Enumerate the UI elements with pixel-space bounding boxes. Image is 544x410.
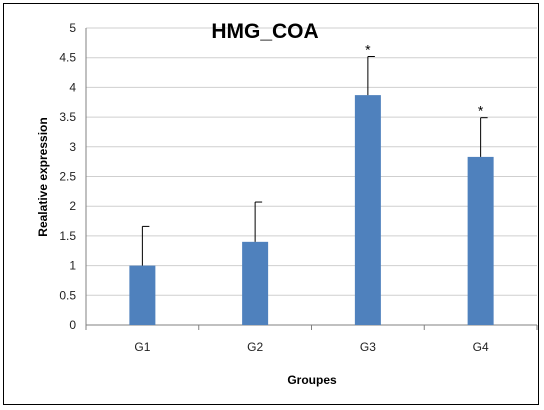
chart-frame bbox=[3, 3, 539, 405]
x-tick-labels: G1 G2 G3 G4 bbox=[134, 340, 489, 354]
y-tick-label: 3 bbox=[69, 140, 76, 154]
x-tick-label: G2 bbox=[247, 340, 263, 354]
y-tick-label: 1 bbox=[69, 259, 76, 273]
x-tick-label: G1 bbox=[134, 340, 150, 354]
y-tick-label: 3.5 bbox=[59, 110, 76, 124]
gridlines bbox=[85, 27, 538, 330]
bars bbox=[129, 95, 494, 325]
bar-g2 bbox=[242, 241, 269, 325]
bar-g4 bbox=[467, 156, 494, 325]
y-tick-labels: 0 0.5 1 1.5 2 2.5 3 3.5 4 4.5 5 bbox=[59, 21, 76, 332]
x-tick-label: G3 bbox=[360, 340, 376, 354]
y-axis-label: Realative expression bbox=[36, 117, 50, 236]
x-axis-label: Groupes bbox=[287, 373, 337, 387]
y-tick-label: 5 bbox=[69, 21, 76, 35]
y-tick-label: 2 bbox=[69, 199, 76, 213]
y-tick-label: 4 bbox=[69, 80, 76, 94]
y-tick-label: 0 bbox=[69, 318, 76, 332]
y-tick-label: 1.5 bbox=[59, 229, 76, 243]
significance-marker: * bbox=[478, 103, 484, 119]
bar-g3 bbox=[354, 95, 381, 325]
y-tick-label: 2.5 bbox=[59, 170, 76, 184]
chart-title: HMG_COA bbox=[211, 20, 318, 43]
y-tick-label: 0.5 bbox=[59, 288, 76, 302]
y-tick-label: 4.5 bbox=[59, 51, 76, 65]
error-bars: ** bbox=[141, 42, 488, 266]
x-tick-label: G4 bbox=[473, 340, 489, 354]
significance-marker: * bbox=[365, 42, 371, 58]
bar-g1 bbox=[129, 265, 156, 325]
